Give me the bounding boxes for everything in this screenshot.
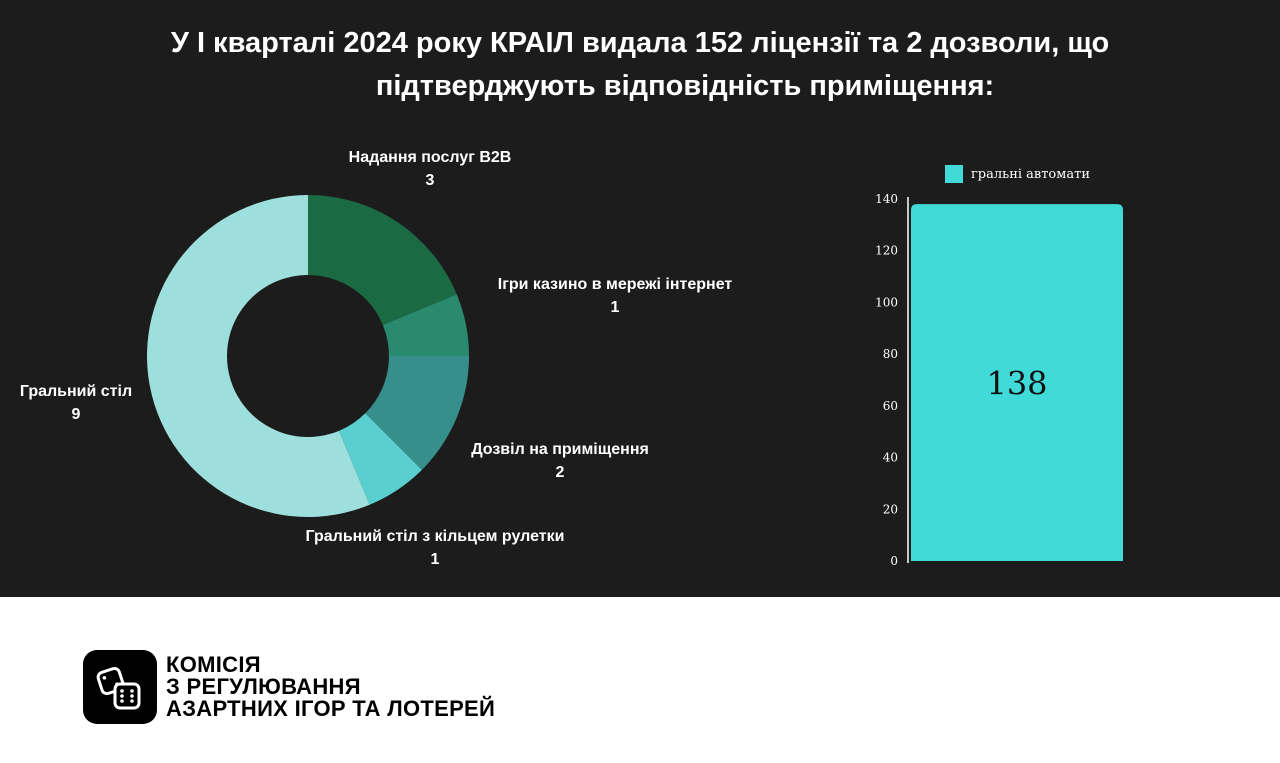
slice-value: 3 [425, 172, 435, 189]
legend-label: гральні автомати [971, 167, 1090, 182]
y-tick-label: 140 [875, 192, 898, 206]
slice-name: Ігри казино в мережі інтернет [497, 276, 733, 293]
slice-label-b2b: Надання послуг B2B 3 [330, 146, 530, 192]
slice-label-gaming-table: Гральний стіл 9 [8, 380, 144, 426]
slice-value: 9 [71, 406, 81, 423]
y-tick-label: 80 [883, 347, 898, 361]
legend-swatch [945, 165, 963, 183]
y-tick-label: 0 [890, 554, 898, 568]
slice-value: 1 [430, 551, 440, 568]
title-line-2: підтверджують відповідність приміщення: [375, 70, 995, 102]
bar-chart: 0 20 40 60 80 100 120 140 138 гральні автомати [875, 165, 1123, 568]
slice-name: Надання послуг B2B [348, 149, 512, 166]
bar-data-label: 138 [986, 365, 1047, 403]
donut-slice-4 [146, 195, 370, 517]
slice-label-premises-permit: Дозвіл на приміщення 2 [452, 438, 668, 484]
y-tick-label: 20 [883, 502, 898, 516]
page-title: У І кварталі 2024 року КРАІЛ видала 152 … [40, 22, 1240, 108]
donut-slice-1 [382, 294, 469, 356]
org-name: КОМІСІЯ З РЕГУЛЮВАННЯ АЗАРТНИХ ІГОР ТА Л… [166, 654, 495, 720]
bar-slot-machines [911, 204, 1123, 561]
slice-label-roulette-table: Гральний стіл з кільцем рулетки 1 [280, 525, 590, 571]
footer [0, 597, 1280, 763]
org-name-line-2: З РЕГУЛЮВАННЯ [166, 674, 361, 699]
org-name-line-1: КОМІСІЯ [166, 652, 261, 677]
donut-slice-0 [308, 195, 457, 326]
slice-name: Гральний стіл [19, 383, 133, 400]
donut-slice-2 [365, 356, 469, 470]
slice-value: 1 [610, 299, 620, 316]
logo [83, 650, 157, 724]
donut-slice-3 [338, 413, 422, 505]
y-tick-label: 120 [875, 244, 898, 258]
org-name-line-3: АЗАРТНИХ ІГОР ТА ЛОТЕРЕЙ [166, 696, 496, 721]
dice-icon [96, 666, 141, 710]
y-tick-label: 100 [875, 295, 898, 309]
y-tick-label: 60 [883, 399, 898, 413]
donut-chart [146, 195, 469, 517]
slice-name: Дозвіл на приміщення [471, 441, 649, 458]
slice-value: 2 [555, 464, 565, 481]
slice-label-online-casino: Ігри казино в мережі інтернет 1 [470, 273, 760, 319]
title-line-1: У І кварталі 2024 року КРАІЛ видала 152 … [170, 27, 1110, 59]
y-tick-label: 40 [883, 451, 898, 465]
slice-name: Гральний стіл з кільцем рулетки [305, 528, 565, 545]
